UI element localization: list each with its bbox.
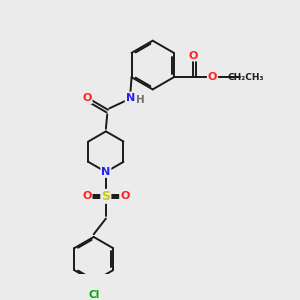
Text: CH₂CH₃: CH₂CH₃	[227, 73, 264, 82]
Text: O: O	[188, 51, 197, 61]
Text: O: O	[82, 191, 92, 201]
Text: N: N	[126, 92, 135, 103]
Text: N: N	[101, 167, 110, 177]
Text: O: O	[82, 93, 92, 103]
Text: O: O	[208, 72, 217, 82]
Text: H: H	[136, 95, 145, 105]
Text: S: S	[101, 190, 110, 203]
Text: Cl: Cl	[88, 290, 99, 300]
Text: O: O	[120, 191, 130, 201]
